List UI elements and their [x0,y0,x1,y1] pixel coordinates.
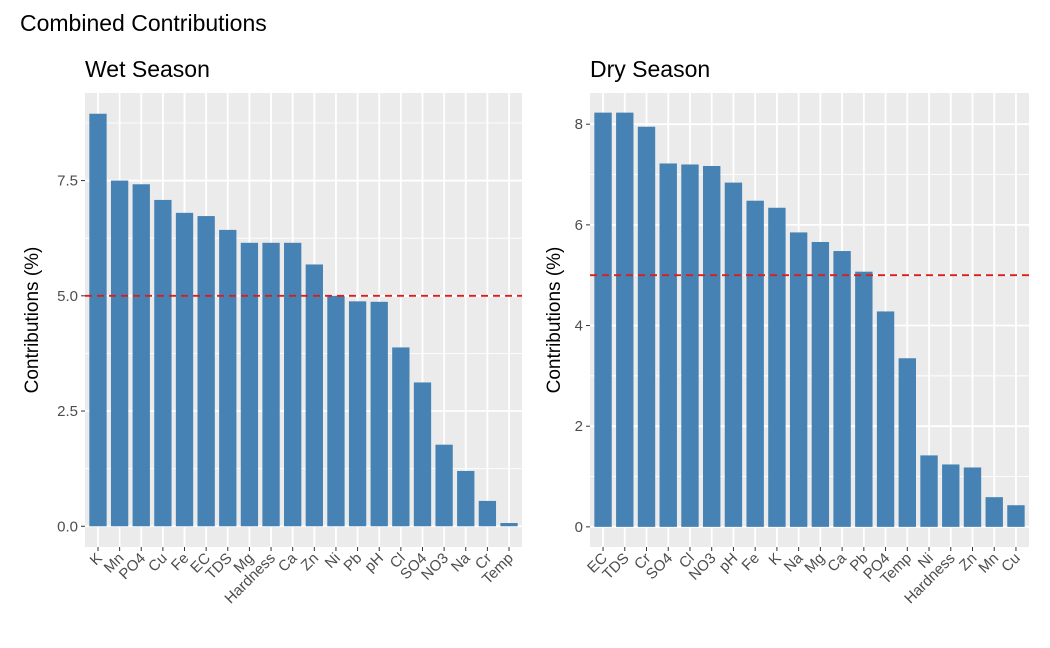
dry-bar-cl [681,164,699,527]
wet-bar-ph [370,301,388,527]
dry-bar-ca [833,251,851,527]
wet-season-panel: Wet Season0.02.55.07.5KMnPO4CuFeECTDSMgH… [22,56,522,607]
dry-bar-pb [855,271,873,527]
wet-y-axis-label: Contributions (%) [22,247,43,394]
wet-x-tick-label: Cu [145,550,171,576]
dry-bar-cr [637,126,656,527]
dry-x-tick-label: SO4 [643,550,676,583]
wet-x-tick-label: pH [361,550,387,576]
dry-y-tick-label: 2 [575,418,583,435]
wet-x-tick-label: Na [448,549,474,575]
wet-bar-no3 [435,444,453,527]
dry-bar-na [789,232,808,527]
wet-y-tick-label: 0.0 [57,518,78,535]
wet-y-tick-label: 5.0 [57,288,78,305]
dry-bar-k [768,207,786,527]
wet-bar-cu [154,199,172,527]
dry-x-tick-label: pH [716,550,742,576]
dry-x-tick-label: Cu [998,550,1024,576]
dry-bar-ni [920,455,938,527]
wet-plot-background [85,93,522,547]
wet-bar-mg [240,242,259,527]
wet-bar-temp [500,523,518,527]
dry-bar-ph [724,182,743,527]
dry-bar-hardness [942,464,960,527]
figure-title: Combined Contributions [20,10,267,36]
dry-bar-tds [616,112,634,527]
wet-bar-cl [392,347,410,527]
dry-bar-so4 [659,163,677,527]
wet-bar-na [457,470,475,527]
dry-x-tick-label: K [766,550,785,569]
wet-bar-mn [110,180,129,527]
wet-y-tick-label: 2.5 [57,403,78,420]
dry-y-tick-label: 8 [575,116,583,133]
wet-x-tick-label: Ni [322,550,344,572]
wet-y-tick-label: 7.5 [57,173,78,190]
wet-bar-k [89,113,107,527]
dry-bar-zn [963,467,982,527]
dry-x-tick-label: Fe [739,550,763,574]
wet-bar-ni [327,295,345,527]
wet-bar-zn [305,264,323,527]
dry-y-tick-label: 0 [575,519,583,536]
dry-season-title: Dry Season [590,56,710,82]
wet-x-tick-label: Zn [298,550,322,574]
dry-bar-fe [746,200,764,527]
wet-bar-po4 [132,184,150,527]
wet-bar-so4 [413,382,432,527]
dry-bar-mn [985,497,1003,527]
wet-bar-tds [219,229,237,527]
wet-bar-ec [197,216,215,527]
wet-bar-cr [478,500,497,527]
dry-bar-ec [594,112,612,527]
wet-bar-fe [175,212,194,527]
dry-plot-background [590,93,1029,547]
dry-bar-no3 [703,165,721,527]
dry-y-tick-label: 4 [575,318,583,335]
wet-bar-ca [284,242,302,527]
dry-x-tick-label: TDS [599,550,632,583]
wet-x-tick-label: TDS [202,550,235,583]
dry-y-tick-label: 6 [575,217,583,234]
wet-bar-hardness [262,242,280,527]
dry-y-axis-label: Contributions (%) [544,247,565,394]
dry-bar-cu [1007,505,1025,527]
dry-bar-po4 [876,311,895,527]
wet-bar-pb [348,301,367,527]
dry-bar-temp [898,358,916,527]
wet-x-tick-label: PO4 [116,550,149,583]
dry-bar-mg [811,241,830,527]
wet-season-title: Wet Season [85,56,210,82]
